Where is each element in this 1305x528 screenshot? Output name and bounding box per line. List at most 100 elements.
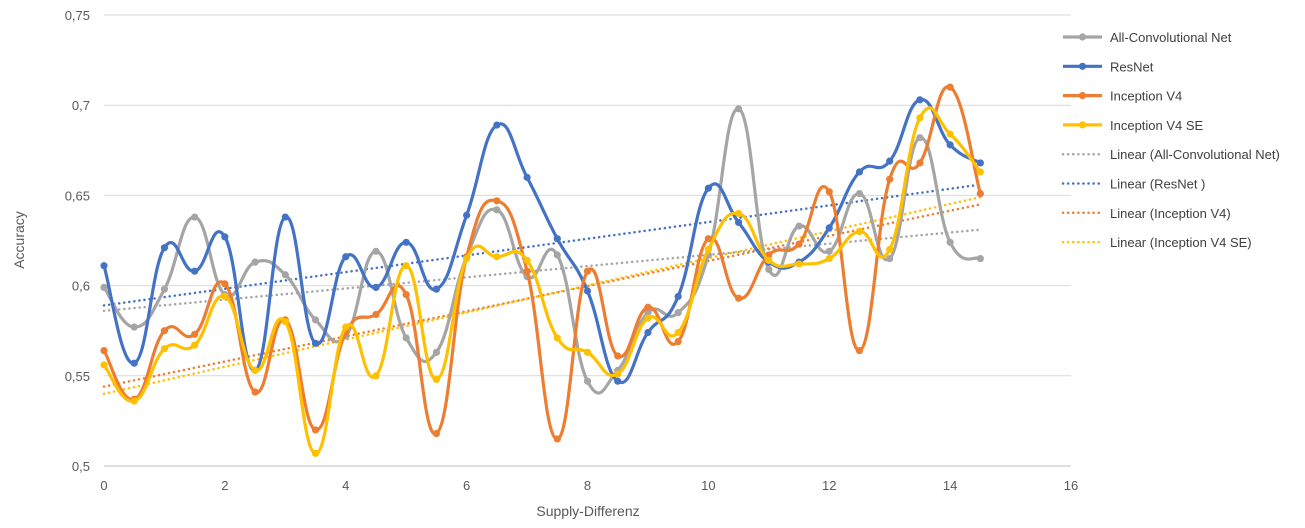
data-point — [493, 206, 501, 214]
legend-item: Inception V4 — [1063, 89, 1182, 104]
data-point — [674, 292, 682, 301]
data-point — [765, 256, 773, 264]
data-point — [191, 267, 199, 275]
legend-item: Linear (All-Convolutional Net) — [1061, 147, 1280, 162]
trendline — [102, 203, 982, 388]
data-point — [100, 361, 108, 369]
data-point — [855, 168, 864, 176]
data-point — [583, 377, 592, 385]
x-axis-ticks: 0 2 4 6 8 10 12 14 16 — [100, 478, 1078, 493]
data-point — [674, 328, 682, 337]
data-point — [493, 121, 501, 129]
data-point — [160, 285, 169, 293]
data-point — [130, 323, 138, 331]
data-point — [674, 309, 682, 317]
data-point — [886, 157, 894, 165]
data-point — [402, 291, 410, 299]
x-tick-label: 4 — [342, 478, 349, 493]
legend-label: Inception V4 — [1110, 89, 1182, 104]
data-point — [583, 348, 592, 356]
data-point — [221, 280, 229, 288]
legend-label: Linear (ResNet ) — [1110, 177, 1205, 192]
data-point — [795, 222, 803, 230]
data-point — [463, 254, 471, 263]
data-point — [432, 429, 441, 438]
data-point — [311, 339, 320, 347]
data-point — [553, 235, 561, 243]
data-point — [976, 254, 984, 263]
data-point — [916, 114, 924, 122]
x-tick-label: 10 — [701, 478, 715, 493]
y-tick-label: 0,75 — [65, 8, 90, 23]
data-point — [100, 346, 108, 355]
series-line — [102, 85, 982, 441]
data-point — [855, 227, 864, 236]
data-point — [432, 348, 441, 356]
data-point — [281, 271, 289, 279]
data-point — [976, 189, 984, 198]
data-point — [432, 375, 441, 384]
data-point — [644, 314, 652, 322]
legend-item: ResNet — [1063, 59, 1154, 74]
data-point — [130, 397, 138, 405]
data-point — [372, 372, 380, 380]
series-group — [100, 106, 984, 457]
data-point — [825, 254, 833, 263]
legend-item: Linear (Inception V4 SE) — [1061, 235, 1252, 250]
data-point — [916, 96, 924, 104]
data-point — [251, 366, 259, 374]
data-point — [916, 134, 924, 142]
data-point — [614, 377, 622, 385]
data-point — [342, 253, 350, 261]
data-point — [795, 240, 803, 248]
y-axis-ticks: 0,5 0,55 0,6 0,65 0,7 0,75 — [65, 8, 90, 474]
data-point — [553, 435, 561, 443]
data-point — [100, 262, 108, 270]
data-point — [644, 328, 652, 337]
data-point — [342, 323, 350, 331]
data-point — [311, 316, 320, 324]
x-tick-label: 14 — [943, 478, 957, 493]
data-point — [311, 426, 320, 434]
data-point — [886, 245, 894, 254]
data-point — [886, 254, 894, 263]
data-point — [825, 188, 833, 196]
y-tick-label: 0,5 — [72, 459, 90, 474]
data-point — [614, 370, 622, 378]
data-point — [221, 292, 229, 301]
legend-label: Inception V4 SE — [1110, 118, 1204, 133]
data-point — [281, 318, 289, 326]
data-point — [130, 359, 138, 367]
x-axis-title: Supply-Differenz — [536, 503, 639, 519]
legend-marker — [1078, 33, 1087, 41]
data-point — [644, 303, 652, 311]
data-point — [916, 159, 924, 167]
data-point — [946, 238, 954, 246]
data-point — [221, 233, 229, 241]
data-point — [191, 341, 199, 349]
data-point — [704, 184, 712, 192]
data-point — [583, 287, 592, 295]
data-point — [251, 258, 259, 266]
data-point — [493, 197, 501, 205]
legend-label: Linear (Inception V4 SE) — [1110, 235, 1252, 250]
x-tick-label: 6 — [463, 478, 470, 493]
data-point — [976, 168, 984, 176]
legend-item: All-Convolutional Net — [1063, 30, 1232, 45]
data-point — [372, 247, 380, 255]
data-point — [674, 337, 682, 346]
legend-item: Linear (ResNet ) — [1061, 177, 1205, 192]
x-tick-label: 8 — [584, 478, 591, 493]
x-tick-label: 0 — [100, 478, 107, 493]
data-point — [523, 256, 531, 264]
data-point — [614, 352, 622, 360]
data-point — [825, 224, 833, 232]
data-point — [402, 262, 410, 270]
x-tick-label: 12 — [822, 478, 836, 493]
series-lines — [100, 83, 984, 457]
legend-label: ResNet — [1110, 59, 1154, 74]
data-point — [160, 345, 169, 353]
x-tick-label: 16 — [1064, 478, 1078, 493]
y-tick-label: 0,6 — [72, 279, 90, 294]
legend-label: Linear (Inception V4) — [1110, 206, 1231, 221]
